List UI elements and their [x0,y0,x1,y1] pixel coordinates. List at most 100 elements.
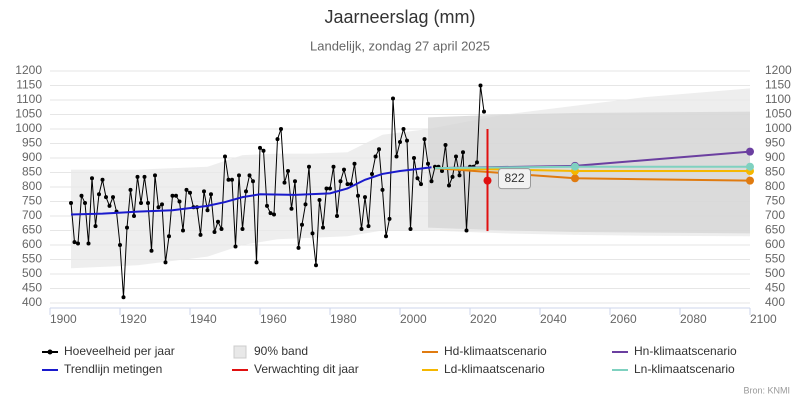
point [128,187,133,192]
prediction-point [483,176,492,185]
point [83,200,87,205]
point [209,192,213,197]
point [359,227,364,232]
legend-item: Ld-klimaatscenario [422,362,545,376]
point [205,208,210,213]
point [746,162,754,171]
y2-tick-label: 550 [765,252,785,266]
point [125,225,129,230]
point [321,225,325,230]
y2-tick-label: 1100 [765,92,791,106]
point [464,228,469,233]
point [226,177,231,182]
y-tick-label: 400 [22,295,42,309]
y2-tick-label: 700 [765,208,785,222]
point [324,186,329,191]
point [391,96,395,101]
point [121,295,126,300]
point [429,179,434,184]
legend-item: Ln-klimaatscenario [612,362,735,376]
point [160,202,164,207]
point [345,182,350,187]
chart-title: Jaarneerslag (mm) [324,7,475,27]
legend-label: Trendlijn metingen [64,362,162,376]
y2-tick-label: 500 [765,266,785,280]
y-tick-label: 450 [22,281,42,295]
point [307,164,311,169]
y-tick-label: 1150 [16,78,42,92]
point [419,182,423,187]
y2-tick-label: 1000 [765,121,792,135]
point [93,224,98,229]
point [237,173,241,178]
x-tick-label: 1960 [260,312,287,326]
point [149,248,154,253]
legend-item: Trendlijn metingen [42,362,162,376]
point [335,214,339,218]
point [111,195,115,200]
point [314,263,318,268]
legend-label: Hd-klimaatscenario [444,344,547,358]
x-tick-label: 2080 [680,312,707,326]
legend-item: Hn-klimaatscenario [612,344,737,358]
point [380,187,385,192]
y-tick-label: 1000 [15,121,42,135]
legend-marker [47,349,53,355]
point [303,202,308,207]
data-label: 822 [504,171,524,185]
point [412,156,416,160]
point [170,193,175,198]
y2-tick-label: 800 [765,179,785,193]
point [300,222,304,227]
point [363,195,367,200]
chart-subtitle: Landelijk, zondag 27 april 2025 [310,38,490,53]
point [405,138,409,143]
point [286,169,290,174]
point [454,154,458,159]
point [216,219,220,224]
point [571,162,579,171]
x-tick-label: 1980 [330,312,357,326]
point [258,145,262,150]
x-tick-label: 2020 [470,312,497,326]
point [212,229,217,234]
point [163,260,168,265]
point [279,127,283,131]
y2-tick-label: 1200 [765,63,792,77]
point [90,176,94,181]
y2-tick-label: 1050 [765,107,792,121]
x-tick-label: 1920 [120,312,147,326]
point [181,228,185,233]
legend-item: 90% band [233,344,308,359]
point [352,161,357,166]
y-tick-label: 1100 [16,92,42,106]
point [86,241,91,246]
x-tick-label: 2100 [750,312,777,326]
point [184,187,189,192]
y2-tick-label: 650 [765,223,785,237]
point [223,154,227,159]
point [443,142,448,147]
legend-swatch [233,345,247,359]
point [387,216,392,221]
point [394,154,399,159]
point [202,189,206,194]
point [457,173,462,178]
point [310,231,315,236]
legend-label: Ld-klimaatscenario [444,362,545,376]
y2-tick-label: 900 [765,150,785,164]
point [153,173,157,178]
x-tick-label: 2060 [610,312,637,326]
point [293,179,297,184]
point [401,127,406,131]
point [240,227,245,232]
point [233,244,238,249]
point [377,147,381,152]
y2-tick-label: 1150 [765,78,791,92]
y2-tick-label: 750 [765,194,785,208]
point [69,200,73,205]
y-tick-label: 800 [22,179,42,193]
x-tick-label: 1940 [190,312,217,326]
point [373,154,378,159]
point [254,260,259,265]
